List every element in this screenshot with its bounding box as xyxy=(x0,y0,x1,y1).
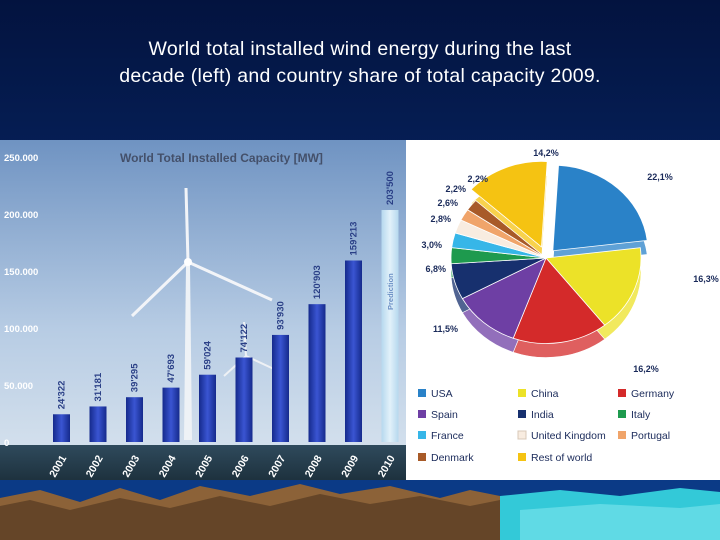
bar xyxy=(235,357,253,442)
legend-swatch xyxy=(418,389,426,397)
legend-label: China xyxy=(531,388,559,400)
pie-value-label: 22,1% xyxy=(647,172,673,182)
pie-value-labels: 22,1% 16,3% 16,2% 11,5% 6,8% 3,0% 2,8% 2,6% 2,2%… xyxy=(421,148,718,374)
bar-value-label: 31'181 xyxy=(93,372,104,401)
pie-value-label: 11,5% xyxy=(433,324,458,334)
pie-value-label: 14,2% xyxy=(533,148,559,158)
legend-label: Portugal xyxy=(631,430,670,442)
y-tick-label: 250.000 xyxy=(4,153,38,164)
bar xyxy=(199,374,216,442)
land-strip xyxy=(0,445,406,485)
legend-label: Denmark xyxy=(431,452,474,464)
legend-swatch xyxy=(618,389,626,397)
pie-slice xyxy=(552,164,648,252)
bar-value-label: 203'500 xyxy=(385,171,396,205)
legend-swatch xyxy=(418,431,426,439)
prediction-bar xyxy=(381,210,399,442)
bar-value-label: 159'213 xyxy=(349,222,360,256)
bar-value-labels: 24'322 31'181 39'295 47'693 59'024 74'122 93'9… xyxy=(57,171,397,409)
bar-value-label: 24'322 xyxy=(57,381,68,410)
pie-slice xyxy=(466,199,547,259)
legend-swatch xyxy=(618,410,626,418)
legend-swatch xyxy=(518,410,526,418)
bar xyxy=(345,260,362,442)
legend-swatch xyxy=(518,389,526,397)
y-axis: 0 50.000 100.000 150.000 200.000 250.000 xyxy=(4,153,38,449)
pie-slice xyxy=(545,247,642,326)
y-tick-label: 150.000 xyxy=(4,267,38,278)
bar-value-label: 93'930 xyxy=(276,301,287,330)
y-tick-label: 50.000 xyxy=(4,381,33,392)
country-share-pie-chart: 22,1% 16,3% 16,2% 11,5% 6,8% 3,0% 2,8% 2,6% 2,2%… xyxy=(406,140,720,485)
capacity-bar-chart: World Total Installed Capacity [MW] 0 50.… xyxy=(0,140,406,485)
bar xyxy=(89,406,107,442)
pie-slice xyxy=(461,257,547,339)
pie-value-label: 2,2% xyxy=(445,184,466,194)
legend-swatch xyxy=(618,431,626,439)
bar xyxy=(162,387,180,442)
pie-value-label: 2,6% xyxy=(437,198,458,208)
pie-value-label: 16,3% xyxy=(693,274,719,284)
pie-value-label: 2,2% xyxy=(467,174,488,184)
legend-label: India xyxy=(531,409,554,421)
pie-value-label: 3,0% xyxy=(421,240,442,250)
slide-title-line-2: decade (left) and country share of total… xyxy=(119,65,601,87)
bar-value-label: 120'903 xyxy=(312,265,323,299)
pie-slices xyxy=(450,161,648,358)
legend-swatch xyxy=(517,430,527,440)
pie-value-label: 2,8% xyxy=(430,214,451,224)
bar-chart-title: World Total Installed Capacity [MW] xyxy=(120,151,323,165)
legend-label: Spain xyxy=(431,409,458,421)
slide-title-line-1: World total installed wind energy during… xyxy=(148,38,572,60)
bar xyxy=(308,304,326,442)
bar xyxy=(272,334,289,442)
bar xyxy=(53,414,70,442)
legend-label: Rest of world xyxy=(531,452,592,464)
legend-label: Germany xyxy=(631,388,675,400)
wind-turbine-tall xyxy=(130,187,273,440)
bar-series xyxy=(53,210,399,442)
bar-value-label: 59'024 xyxy=(203,340,214,369)
bar-value-label: 39'295 xyxy=(130,363,141,392)
legend-label: France xyxy=(431,430,464,442)
pie-slice xyxy=(470,161,548,248)
pie-slice xyxy=(512,257,606,344)
water-highlight xyxy=(520,504,720,540)
bar-value-label: 47'693 xyxy=(166,354,177,383)
legend-swatch xyxy=(418,410,426,418)
legend-label: USA xyxy=(431,388,453,400)
dark-ridge xyxy=(0,494,500,540)
bar xyxy=(126,397,143,442)
legend-swatch xyxy=(418,453,426,461)
y-tick-label: 200.000 xyxy=(4,210,38,221)
prediction-label: Prediction xyxy=(386,273,395,310)
legend-swatch xyxy=(518,453,526,461)
legend-label: Italy xyxy=(631,409,651,421)
pie-value-label: 6,8% xyxy=(425,264,446,274)
y-tick-label: 0 xyxy=(4,438,9,449)
slide-title: World total installed wind energy during… xyxy=(0,36,720,90)
pie-value-label: 16,2% xyxy=(633,364,659,374)
y-tick-label: 100.000 xyxy=(4,324,38,335)
pie-legend: USA China Germany Spain India Italy France Unit… xyxy=(418,388,675,464)
landscape-strip xyxy=(0,480,720,540)
bar-value-label: 74'122 xyxy=(239,324,250,353)
legend-label: United Kingdom xyxy=(531,430,606,442)
